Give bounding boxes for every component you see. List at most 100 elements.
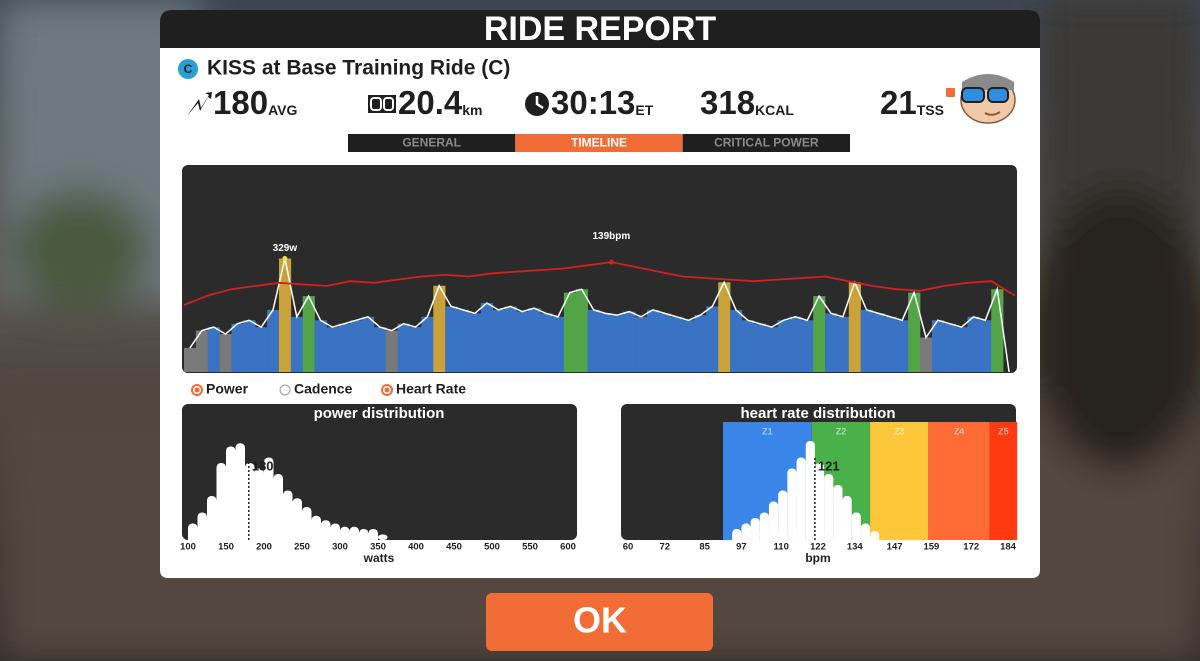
x-tick-label: 60	[623, 542, 634, 553]
tab-bar: GENERAL TIMELINE CRITICAL POWER	[348, 134, 850, 152]
stat-unit: TSS	[917, 102, 944, 118]
histogram-bar-base	[197, 534, 207, 540]
tss-help-badge[interactable]	[946, 88, 955, 97]
x-tick-label: 147	[887, 542, 903, 553]
avatar	[960, 74, 1016, 124]
tab[interactable]	[348, 134, 516, 152]
power-bar	[492, 309, 505, 372]
heart-rate-line	[183, 261, 1016, 306]
histogram-bar	[273, 474, 283, 540]
power-bar	[635, 316, 648, 372]
category-letter: C	[184, 62, 193, 76]
histogram-bar-base	[824, 534, 834, 540]
histogram-bar	[264, 457, 274, 540]
histogram-bar-base	[814, 534, 825, 540]
power-bar	[314, 320, 327, 372]
x-tick-label: 150	[218, 542, 234, 553]
power-bar	[421, 316, 434, 372]
histogram-bar	[787, 468, 797, 540]
histogram-bar-base	[833, 534, 843, 540]
legend-dot-center[interactable]	[384, 387, 390, 393]
power-bar	[777, 320, 790, 372]
power-bar	[362, 316, 375, 372]
legend-label[interactable]: Cadence	[294, 381, 353, 397]
hr-zone-label: Z5	[998, 426, 1009, 436]
legend-label[interactable]: Power	[206, 381, 249, 397]
histogram-bar	[197, 512, 207, 540]
power-bar	[385, 330, 398, 372]
histogram-bar	[245, 463, 255, 540]
power-bar	[730, 309, 743, 372]
histogram-bar-base	[851, 534, 861, 540]
power-bar	[860, 309, 873, 372]
histogram-bar-base	[860, 534, 871, 540]
histogram-bar	[851, 512, 861, 540]
power-bar	[445, 306, 458, 372]
power-bar	[397, 323, 410, 372]
timeline-chart: 329w 139bpm	[183, 231, 1016, 373]
power-peak-marker	[282, 255, 288, 261]
x-tick-label: 85	[699, 542, 710, 553]
stat-value: 30:13	[551, 84, 635, 121]
power-bar	[480, 303, 493, 372]
tab-label[interactable]: TIMELINE	[571, 136, 627, 150]
stat-unit: KCAL	[755, 102, 794, 118]
histogram-bar-base	[302, 534, 312, 540]
power-bar	[908, 292, 921, 372]
power-bar	[599, 313, 612, 372]
power-bar	[326, 327, 339, 372]
histogram-bar-base	[264, 534, 274, 540]
legend-label[interactable]: Heart Rate	[396, 381, 466, 397]
histogram-bar	[824, 474, 834, 540]
stat-value: 20.4	[398, 84, 463, 121]
power-bar	[231, 323, 244, 372]
x-tick-label: 400	[408, 542, 424, 553]
stat-time: 30:13ET	[551, 84, 654, 121]
power-bar	[765, 327, 778, 372]
tab[interactable]	[682, 134, 850, 152]
histogram-bar	[805, 441, 815, 540]
x-tick-label: 100	[180, 542, 196, 553]
hr-peak-label: 139bpm	[592, 231, 630, 242]
histogram-bar	[283, 490, 293, 540]
histogram-bar-base	[842, 534, 852, 540]
histogram-bar	[226, 446, 236, 540]
histogram-bar-base	[741, 534, 751, 540]
ok-button-label[interactable]: OK	[573, 600, 627, 641]
power-bar	[504, 306, 517, 372]
power-bar	[255, 327, 268, 372]
histogram-bar	[778, 490, 788, 540]
tab[interactable]	[515, 134, 683, 152]
chart-title: power distribution	[314, 405, 445, 422]
x-tick-label: 122	[810, 542, 826, 553]
histogram-bar	[833, 485, 843, 540]
power-bar	[979, 320, 992, 372]
power-bar	[433, 285, 446, 372]
tab-label[interactable]: GENERAL	[402, 136, 461, 150]
ok-button[interactable]	[486, 593, 713, 651]
histogram-bar	[292, 498, 302, 540]
power-line	[189, 258, 1010, 373]
power-bar	[290, 316, 304, 372]
power-bar	[457, 309, 470, 372]
power-bar	[207, 327, 220, 372]
histogram-bar-base	[273, 534, 283, 540]
tab-label[interactable]: CRITICAL POWER	[714, 136, 819, 150]
histogram-bar-base	[311, 534, 321, 540]
power-bar	[884, 316, 897, 372]
legend-dot-center[interactable]	[194, 387, 200, 393]
stat-value: 180	[213, 84, 268, 121]
hr-peak-marker	[608, 259, 614, 265]
stat-distance: 20.4km	[398, 84, 482, 121]
legend-dot[interactable]	[279, 384, 291, 396]
stat-value: 318	[700, 84, 755, 121]
power-bar	[611, 315, 624, 372]
timeline-legend: Power Cadence Heart Rate	[191, 381, 466, 397]
histogram-bar	[235, 443, 245, 540]
power-bar	[836, 316, 850, 372]
power-peak-label: 329w	[273, 243, 298, 254]
histogram-bar-base	[732, 535, 742, 540]
power-bar	[302, 296, 315, 372]
power-bar	[540, 313, 553, 372]
